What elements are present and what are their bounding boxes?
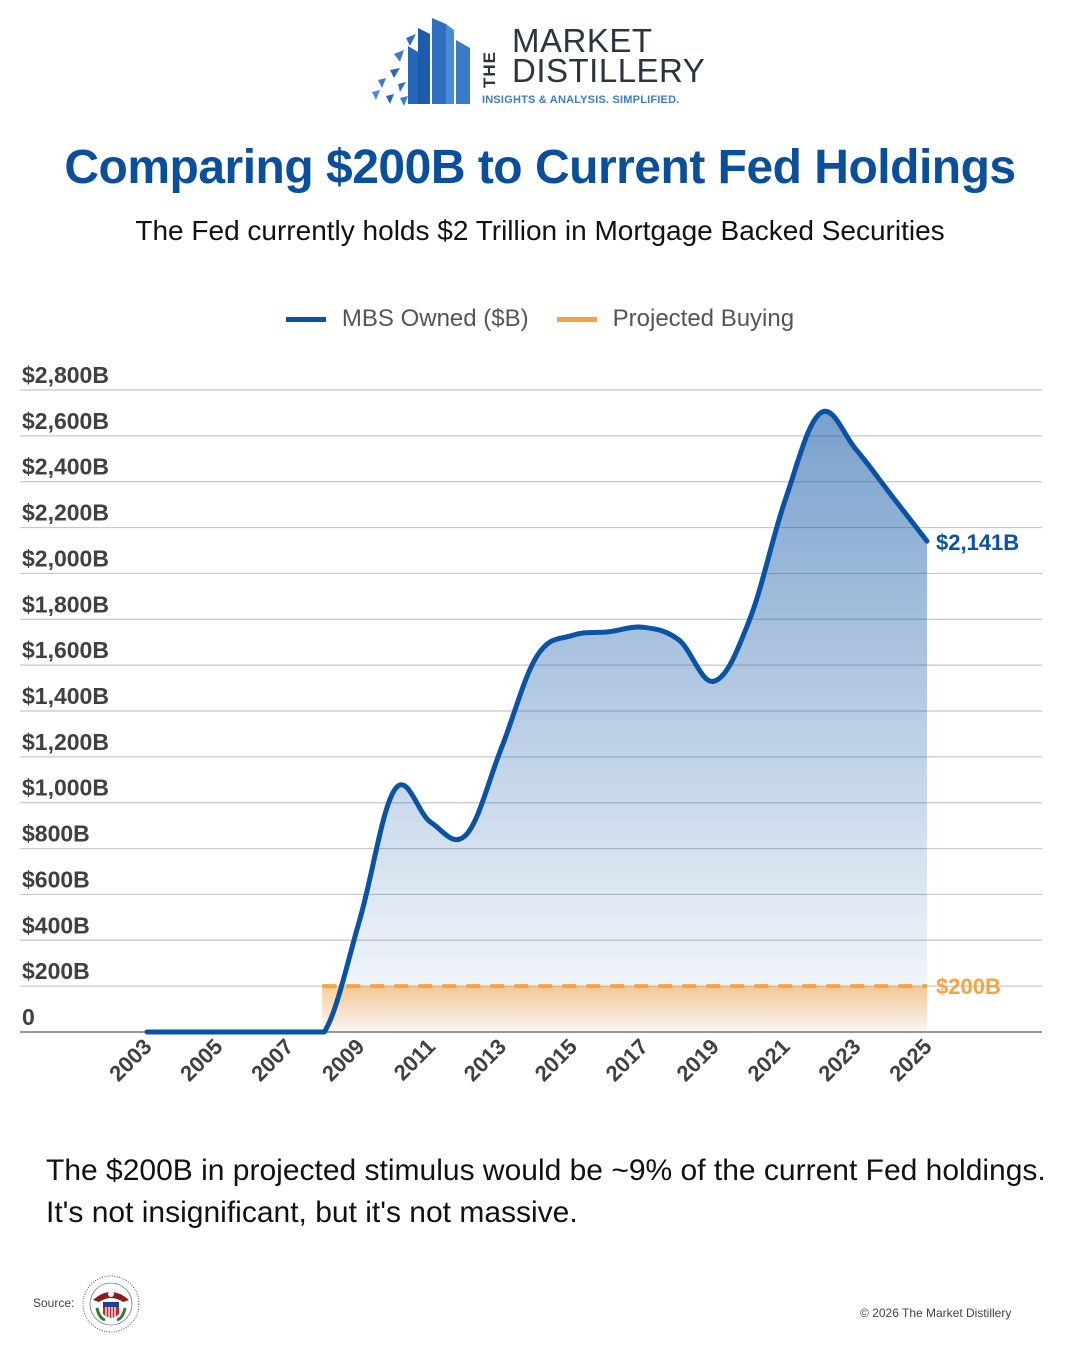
y-tick-label: $2,400B <box>22 454 109 480</box>
brand-the: THE <box>480 51 499 88</box>
brand-name-line1: MARKET <box>512 22 653 59</box>
y-tick-label: $1,000B <box>22 775 109 801</box>
legend-swatch-projected <box>556 316 597 322</box>
x-tick-label: 2005 <box>175 1034 227 1086</box>
y-tick-label: 0 <box>22 1004 35 1030</box>
y-tick-label: $1,200B <box>22 729 109 755</box>
x-tick-label: 2013 <box>459 1034 511 1086</box>
x-axis-labels: 2003 2005 2007 2009 2011 2013 2015 2017 2019 2021… <box>104 1034 936 1086</box>
legend-label-projected: Projected Buying <box>612 305 795 332</box>
y-tick-label: $2,200B <box>22 500 109 526</box>
brand-name: MARKET DISTILLERY <box>512 22 706 89</box>
x-tick-label: 2007 <box>246 1034 298 1086</box>
y-tick-label: $2,600B <box>22 408 109 434</box>
mbs-end-label: $2,141B <box>936 530 1019 555</box>
y-tick-label: $1,600B <box>22 637 109 663</box>
projected-end-label: $200B <box>936 974 1001 999</box>
x-tick-label: 2011 <box>389 1034 440 1085</box>
copyright: © 2026 The Market Distillery <box>860 1306 1012 1320</box>
page-subtitle: The Fed currently holds $2 Trillion in M… <box>135 215 945 246</box>
legend-swatch-mbs <box>285 316 326 322</box>
chart-legend: MBS Owned ($B) Projected Buying <box>0 305 1080 333</box>
x-tick-label: 2015 <box>530 1034 582 1086</box>
y-tick-label: $1,400B <box>22 683 109 709</box>
y-axis-labels: 0 $200B $400B $600B $800B $1,000B $1,200B $1,40… <box>22 362 109 1030</box>
projected-area-fill <box>322 986 928 1032</box>
x-tick-label: 2025 <box>884 1034 936 1086</box>
y-tick-label: $600B <box>22 866 90 892</box>
brand-name-line2: DISTILLERY <box>512 52 706 89</box>
brand-logo: MARKET DISTILLERY THE INSIGHTS & ANALYSI… <box>370 18 715 110</box>
source-label: Source: <box>33 1296 75 1310</box>
x-tick-label: 2009 <box>317 1034 369 1086</box>
x-tick-label: 2021 <box>742 1034 794 1086</box>
y-tick-label: $800B <box>22 821 90 847</box>
x-tick-label: 2017 <box>601 1034 653 1086</box>
x-tick-label: 2019 <box>672 1034 724 1086</box>
mbs-chart: 0 $200B $400B $600B $800B $1,000B $1,200B $1,40… <box>20 362 1042 1086</box>
mbs-owned-line <box>144 408 930 1035</box>
x-tick-label: 2003 <box>104 1034 156 1086</box>
y-tick-label: $1,800B <box>22 591 109 617</box>
y-tick-label: $2,800B <box>22 362 109 388</box>
legend-item-projected: Projected Buying <box>556 305 795 333</box>
page-title: Comparing $200B to Current Fed Holdings <box>64 141 1016 194</box>
skyline-icon <box>372 18 470 106</box>
brand-tagline: INSIGHTS & ANALYSIS. SIMPLIFIED. <box>482 94 680 106</box>
x-tick-label: 2023 <box>813 1034 865 1086</box>
y-tick-label: $400B <box>22 912 90 938</box>
legend-label-mbs: MBS Owned ($B) <box>341 305 529 332</box>
y-tick-label: $2,000B <box>22 545 109 571</box>
y-tick-label: $200B <box>22 958 90 984</box>
footnote: The $200B in projected stimulus would be… <box>46 1154 1046 1229</box>
federal-reserve-seal-icon <box>82 1275 140 1333</box>
mbs-area-fill <box>147 411 927 1033</box>
legend-item-mbs: MBS Owned ($B) <box>285 305 529 333</box>
